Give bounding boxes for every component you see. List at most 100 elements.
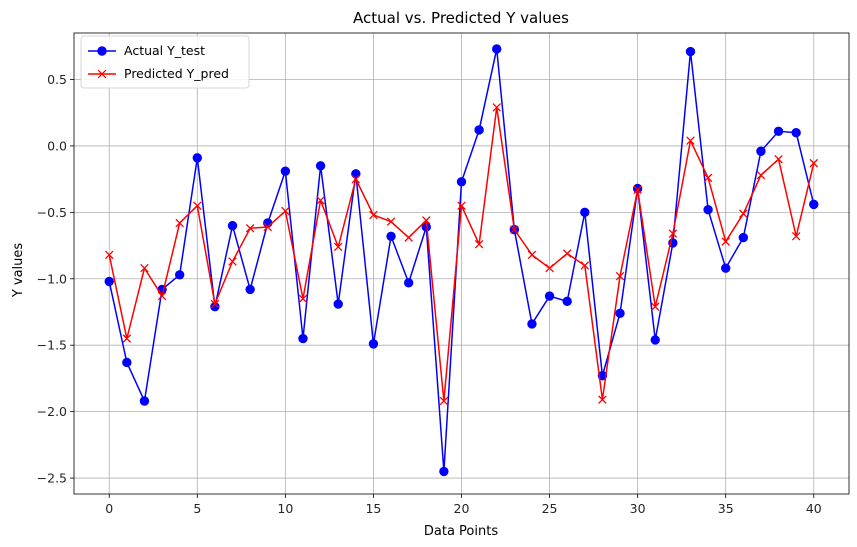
legend: Actual Y_test Predicted Y_pred: [80, 35, 250, 89]
data-point: [809, 199, 819, 210]
data-point: [474, 125, 484, 135]
data-point: [104, 276, 114, 287]
data-point: [192, 153, 202, 163]
data-point: [492, 44, 502, 54]
x-axis-ticks: 0 5 10 15 20 25 30 35 40: [105, 494, 822, 516]
data-point: [439, 466, 449, 477]
data-point: [527, 319, 537, 329]
legend-entry-actual: [88, 46, 116, 56]
legend-entry-predicted: [88, 69, 116, 79]
data-point: [580, 261, 590, 270]
data-point: [721, 263, 731, 273]
y-tick-label: 0.5: [47, 72, 67, 87]
data-point: [369, 210, 378, 220]
y-axis-title: Y values: [11, 243, 26, 299]
x-tick-label: 20: [454, 501, 470, 516]
data-point: [368, 339, 379, 349]
data-point: [773, 126, 784, 137]
x-axis-title: Data Points: [424, 524, 498, 539]
data-point: [245, 284, 255, 295]
data-point: [404, 233, 413, 242]
x-tick-label: 25: [542, 501, 558, 516]
data-point: [774, 154, 783, 164]
data-point: [703, 204, 713, 215]
data-point: [351, 174, 361, 184]
data-point: [333, 242, 343, 252]
series-layer: [104, 44, 819, 477]
data-point: [122, 334, 132, 343]
data-point: [386, 231, 396, 241]
data-point: [597, 371, 608, 381]
y-tick-label: −1.0: [37, 271, 67, 286]
data-point: [739, 209, 748, 218]
data-point: [668, 229, 678, 238]
data-point: [703, 173, 713, 183]
data-point: [456, 177, 467, 187]
data-point: [315, 161, 326, 171]
data-point: [228, 257, 237, 266]
data-point: [544, 291, 555, 301]
series-predicted: [104, 103, 819, 406]
data-point: [193, 201, 202, 210]
data-point: [562, 296, 572, 307]
data-point: [316, 196, 325, 205]
legend-marker: [97, 46, 107, 56]
data-point: [615, 308, 625, 319]
data-point: [809, 158, 819, 168]
data-point: [738, 232, 749, 243]
data-point: [386, 217, 396, 226]
series-actual: [104, 44, 819, 477]
data-point: [615, 271, 625, 281]
data-point: [721, 237, 730, 246]
data-point: [122, 357, 132, 368]
data-point: [545, 263, 554, 273]
legend-label-predicted: Predicted Y_pred: [124, 66, 229, 81]
x-tick-label: 5: [193, 501, 201, 516]
x-tick-label: 30: [630, 501, 646, 516]
y-tick-label: −1.5: [37, 338, 67, 353]
data-point: [562, 249, 572, 258]
data-point: [791, 127, 801, 138]
data-point: [756, 146, 766, 156]
data-point: [633, 185, 642, 195]
data-point: [527, 250, 537, 260]
data-point: [791, 232, 801, 241]
y-tick-label: 0.0: [47, 138, 67, 153]
legend-label-actual: Actual Y_test: [124, 43, 205, 58]
data-point: [650, 302, 660, 311]
legend-box: [80, 35, 250, 89]
data-point: [298, 333, 308, 344]
data-point: [298, 294, 308, 303]
x-tick-label: 10: [277, 501, 293, 516]
data-point: [104, 250, 114, 260]
legend-marker: [97, 69, 107, 79]
data-point: [245, 224, 255, 233]
data-point: [422, 216, 431, 225]
data-point: [439, 396, 449, 406]
data-point: [263, 222, 273, 232]
data-point: [210, 299, 220, 309]
data-point: [598, 395, 607, 404]
data-point: [686, 136, 695, 145]
data-point: [140, 263, 149, 273]
data-point: [756, 170, 766, 180]
data-point: [580, 207, 590, 218]
data-point: [333, 299, 343, 309]
data-point: [351, 169, 361, 179]
x-tick-label: 0: [105, 501, 113, 516]
y-tick-label: −2.5: [37, 471, 67, 486]
y-tick-label: −0.5: [37, 205, 67, 220]
data-point: [685, 46, 696, 57]
data-point: [263, 218, 273, 228]
x-tick-label: 40: [806, 501, 822, 516]
data-point: [281, 206, 290, 216]
data-point: [650, 335, 660, 345]
data-point: [227, 220, 238, 231]
data-point: [492, 103, 501, 112]
data-point: [510, 225, 519, 234]
plot-frame: [73, 32, 850, 495]
data-point: [403, 278, 414, 288]
y-tick-label: −2.0: [37, 404, 67, 419]
data-point: [175, 218, 184, 228]
